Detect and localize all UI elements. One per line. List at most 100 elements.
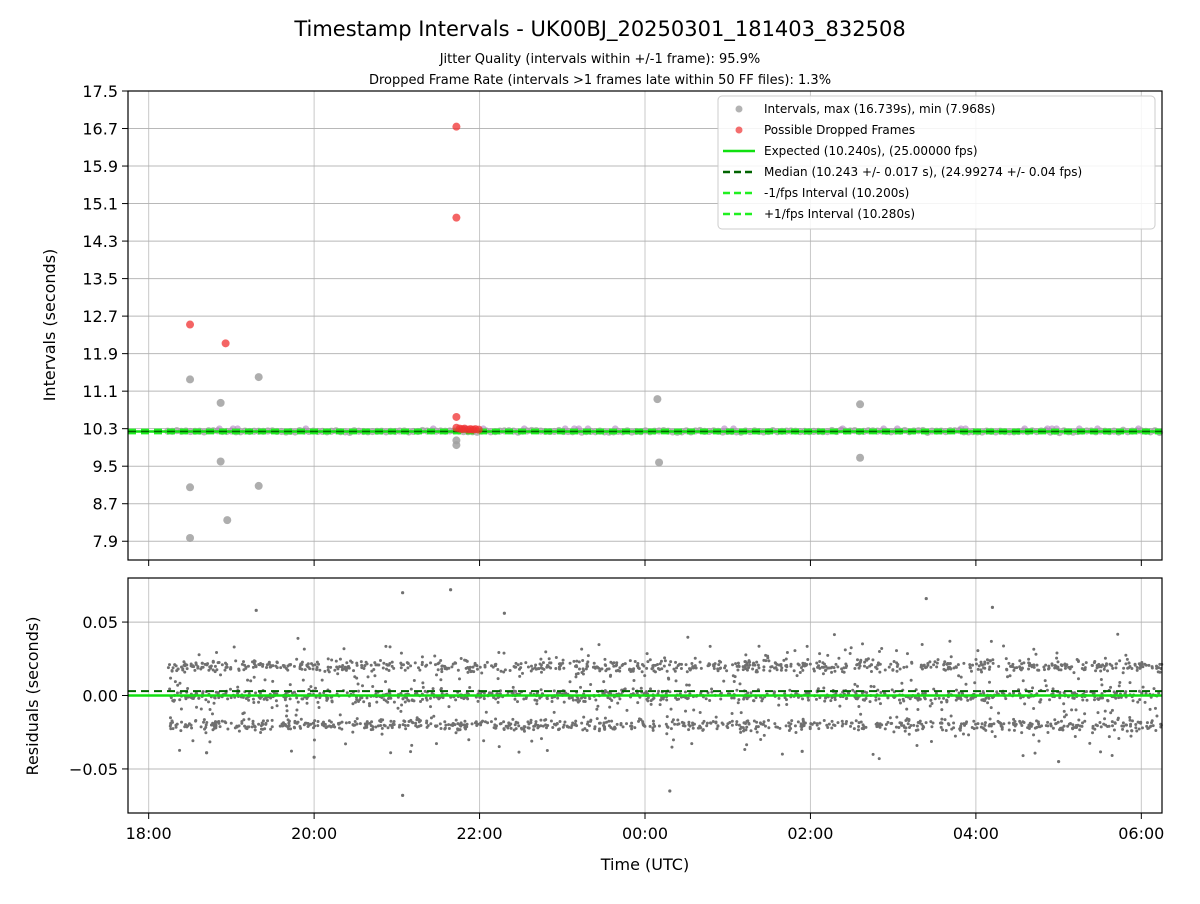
residual-point <box>179 707 183 711</box>
residual-point <box>1103 709 1107 713</box>
residual-point <box>1150 721 1154 725</box>
residual-point <box>1141 665 1145 669</box>
residual-point <box>1106 698 1110 702</box>
residual-point <box>285 714 289 718</box>
residual-point <box>1128 718 1132 722</box>
residual-point <box>521 671 525 675</box>
residual-point <box>886 720 890 724</box>
residual-point <box>261 727 265 731</box>
residual-point <box>749 729 753 733</box>
residual-point <box>478 721 482 725</box>
residual-point <box>1027 661 1031 665</box>
residual-point <box>896 662 900 666</box>
residual-point <box>665 715 669 719</box>
residual-point <box>1043 679 1047 683</box>
residual-point <box>443 665 447 669</box>
residual-point <box>943 718 947 722</box>
residual-point <box>522 697 526 701</box>
residual-point <box>652 722 656 726</box>
residual-point <box>379 723 383 727</box>
residual-point <box>1150 666 1154 670</box>
residual-point <box>779 662 783 666</box>
residual-point <box>1109 685 1113 689</box>
residual-point <box>679 667 683 671</box>
residuals-y-ticks: −0.05 0.00 0.05 <box>69 613 128 779</box>
residual-point <box>568 680 572 684</box>
residual-point <box>514 727 518 731</box>
residual-point <box>302 723 306 727</box>
residual-point <box>657 724 661 728</box>
residual-point <box>837 656 841 660</box>
residual-point <box>189 664 193 668</box>
residual-point <box>621 725 625 729</box>
residual-point <box>632 679 636 683</box>
residual-point <box>864 658 868 662</box>
residual-point <box>916 721 920 725</box>
residual-point <box>1076 659 1080 663</box>
residual-point <box>851 688 855 692</box>
residual-point <box>190 726 194 730</box>
residual-point <box>353 675 357 679</box>
residual-point <box>496 677 500 681</box>
residual-point <box>181 667 185 671</box>
residual-point <box>824 696 828 700</box>
residual-point <box>1007 661 1011 665</box>
residual-point <box>418 719 422 723</box>
residual-point <box>671 738 675 742</box>
residual-point <box>745 668 749 672</box>
residual-point <box>412 699 416 703</box>
residual-point <box>542 667 546 671</box>
residual-point <box>421 697 425 701</box>
residual-point <box>476 699 480 703</box>
residual-point <box>1147 663 1151 667</box>
residual-point <box>755 720 759 724</box>
residual-point <box>853 666 857 670</box>
residual-point <box>271 679 275 683</box>
residual-point <box>853 682 857 686</box>
residual-point <box>1008 664 1012 668</box>
residual-point <box>400 703 404 707</box>
residual-point <box>1056 660 1060 664</box>
residual-point <box>604 669 608 673</box>
residual-point <box>499 722 503 726</box>
residual-point <box>968 666 972 670</box>
residual-point <box>539 737 543 741</box>
residual-point <box>204 723 208 727</box>
residual-point <box>719 697 723 701</box>
residual-point <box>957 691 961 695</box>
residual-point <box>382 723 386 727</box>
residual-point <box>179 729 183 733</box>
residual-point <box>513 697 517 701</box>
residual-point <box>444 723 448 727</box>
residual-point <box>517 750 521 754</box>
residual-point <box>966 698 970 702</box>
residual-point <box>844 665 848 669</box>
residual-point <box>754 696 758 700</box>
residual-point <box>544 726 548 730</box>
residual-point <box>947 723 951 727</box>
residual-point <box>294 713 298 717</box>
residual-point <box>267 661 271 665</box>
residual-point <box>315 660 319 664</box>
residual-point <box>1021 754 1025 758</box>
residual-point <box>1154 728 1158 732</box>
residual-point <box>840 667 844 671</box>
residual-point <box>715 727 719 731</box>
residual-point <box>983 660 987 664</box>
residual-point <box>830 696 834 700</box>
residual-point <box>270 725 274 729</box>
residual-point <box>482 691 486 695</box>
residual-point <box>898 701 902 705</box>
residual-point <box>298 663 302 667</box>
residual-point <box>995 690 999 694</box>
residual-point <box>838 704 842 708</box>
residual-point <box>630 727 634 731</box>
residual-point <box>355 698 359 702</box>
residual-point <box>803 664 807 668</box>
residual-point <box>312 738 316 742</box>
residual-point <box>745 743 749 747</box>
residual-point <box>362 667 366 671</box>
residual-point <box>1118 659 1122 663</box>
residual-point <box>336 672 340 676</box>
residual-point <box>317 706 321 710</box>
